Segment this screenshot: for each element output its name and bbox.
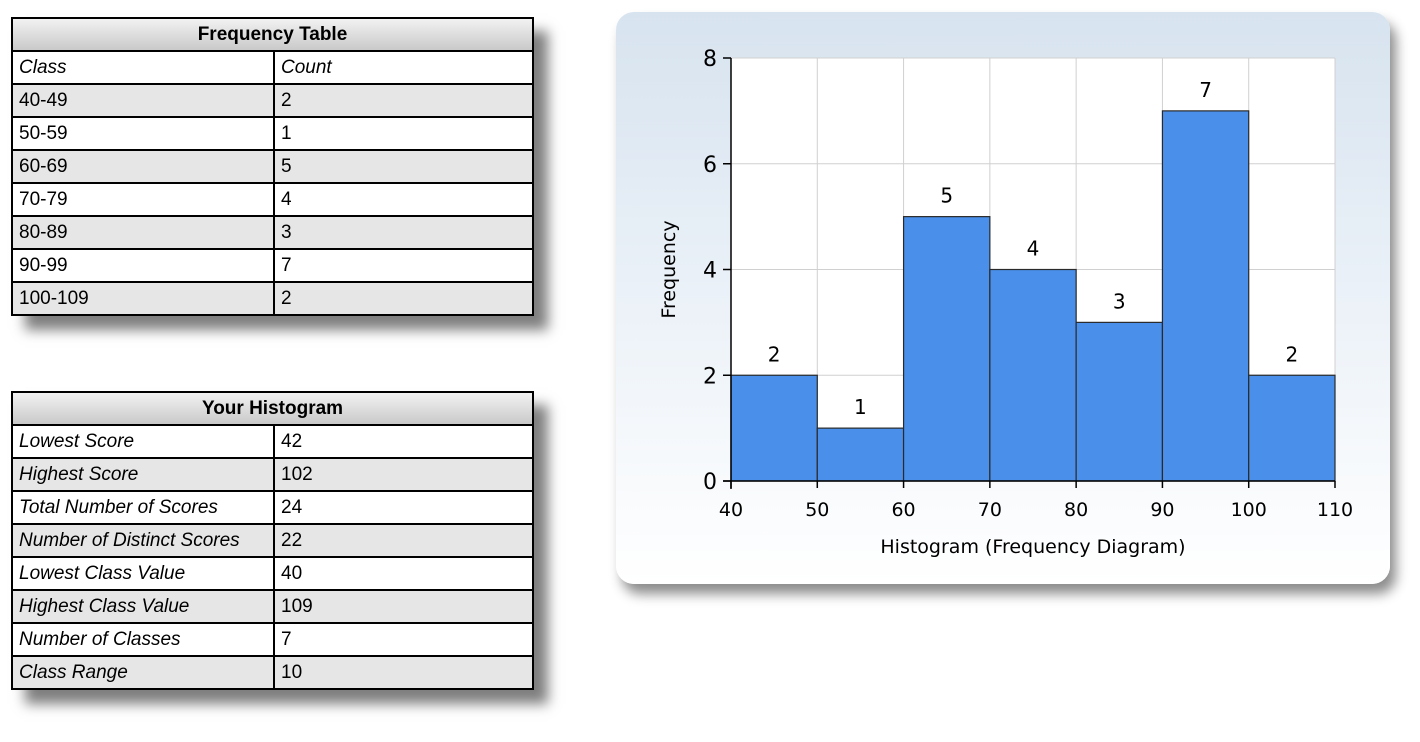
class-cell: 40-49 <box>11 83 275 118</box>
stat-label-cell: Class Range <box>11 655 275 690</box>
table-row: Total Number of Scores 24 <box>11 490 534 525</box>
y-tick-label: 0 <box>703 470 717 495</box>
stat-value-cell: 10 <box>273 655 534 690</box>
table-row: 50-59 1 <box>11 116 534 151</box>
x-tick-label: 100 <box>1231 499 1267 521</box>
bar-data-label: 2 <box>1285 342 1298 366</box>
class-cell: 100-109 <box>11 281 275 316</box>
y-tick-label: 8 <box>703 47 717 72</box>
stat-value-cell: 7 <box>273 622 534 657</box>
stat-value-cell: 102 <box>273 457 534 492</box>
x-tick-label: 70 <box>978 499 1002 521</box>
count-cell: 3 <box>273 215 534 250</box>
y-tick-label: 6 <box>703 153 717 178</box>
table-row: Class Range 10 <box>11 655 534 690</box>
table-row: Lowest Score 42 <box>11 424 534 459</box>
stat-label-cell: Lowest Score <box>11 424 275 459</box>
column-header-class: Class <box>11 50 275 85</box>
bar-data-label: 1 <box>854 395 867 419</box>
stat-value-cell: 22 <box>273 523 534 558</box>
count-cell: 1 <box>273 116 534 151</box>
table-row: Highest Score 102 <box>11 457 534 492</box>
histogram-bar <box>816 427 905 482</box>
stat-value-cell: 109 <box>273 589 534 624</box>
histogram-bar <box>1248 374 1336 482</box>
y-tick-label: 2 <box>703 364 717 389</box>
table-row: 100-109 2 <box>11 281 534 316</box>
table-row: Highest Class Value 109 <box>11 589 534 624</box>
bar-data-label: 3 <box>1113 289 1126 313</box>
histogram-chart-panel: 2 1 5 4 3 7 2 40 50 60 70 80 90 100 110 0 2 4 6 8 Histogram … <box>616 12 1390 584</box>
histogram-bar <box>902 216 991 482</box>
stat-value-cell: 40 <box>273 556 534 591</box>
histogram-summary-table: Your Histogram Lowest Score 42 Highest Sco… <box>11 391 534 690</box>
table-row: 90-99 7 <box>11 248 534 283</box>
x-tick-label: 90 <box>1150 499 1174 521</box>
y-tick-label: 4 <box>703 259 717 284</box>
frequency-table-title: Frequency Table <box>11 17 534 52</box>
count-cell: 4 <box>273 182 534 217</box>
stat-label-cell: Number of Classes <box>11 622 275 657</box>
stat-label-cell: Total Number of Scores <box>11 490 275 525</box>
bar-data-label: 5 <box>940 184 953 208</box>
histogram-bar <box>1075 321 1164 482</box>
table-row: 80-89 3 <box>11 215 534 250</box>
x-tick-label: 80 <box>1064 499 1088 521</box>
class-cell: 60-69 <box>11 149 275 184</box>
count-cell: 7 <box>273 248 534 283</box>
table-row: 60-69 5 <box>11 149 534 184</box>
class-cell: 80-89 <box>11 215 275 250</box>
stat-label-cell: Number of Distinct Scores <box>11 523 275 558</box>
stat-value-cell: 42 <box>273 424 534 459</box>
table-row: 40-49 2 <box>11 83 534 118</box>
bar-data-label: 7 <box>1199 78 1212 102</box>
column-header-count: Count <box>273 50 534 85</box>
count-cell: 2 <box>273 281 534 316</box>
x-axis-title: Histogram (Frequency Diagram) <box>880 536 1185 558</box>
x-tick-label: 50 <box>805 499 829 521</box>
histogram-bar <box>730 374 818 482</box>
x-tick-label: 110 <box>1317 499 1353 521</box>
table-row: 70-79 4 <box>11 182 534 217</box>
stat-label-cell: Lowest Class Value <box>11 556 275 591</box>
table-row: Lowest Class Value 40 <box>11 556 534 591</box>
class-cell: 70-79 <box>11 182 275 217</box>
histogram-bar <box>989 268 1077 482</box>
class-cell: 50-59 <box>11 116 275 151</box>
table-row: Number of Distinct Scores 22 <box>11 523 534 558</box>
histogram-summary-title: Your Histogram <box>11 391 534 426</box>
table-row: Number of Classes 7 <box>11 622 534 657</box>
y-axis-title: Frequency <box>658 220 680 318</box>
bar-data-label: 2 <box>768 342 781 366</box>
count-cell: 5 <box>273 149 534 184</box>
x-tick-label: 40 <box>719 499 743 521</box>
stat-label-cell: Highest Score <box>11 457 275 492</box>
x-tick-label: 60 <box>891 499 915 521</box>
stat-label-cell: Highest Class Value <box>11 589 275 624</box>
class-cell: 90-99 <box>11 248 275 283</box>
histogram-bar <box>1161 110 1250 482</box>
count-cell: 2 <box>273 83 534 118</box>
frequency-table: Frequency Table Class Count 40-49 2 50-59 1… <box>11 17 534 316</box>
bar-data-label: 4 <box>1027 237 1040 261</box>
stat-value-cell: 24 <box>273 490 534 525</box>
histogram-chart: 2 1 5 4 3 7 2 40 50 60 70 80 90 100 110 0 2 4 6 8 Histogram … <box>658 47 1353 558</box>
